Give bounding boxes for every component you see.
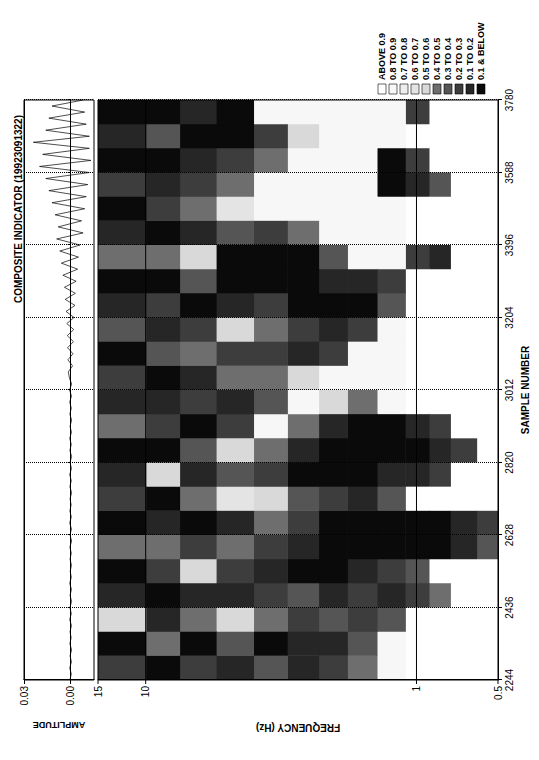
svg-text:AMPLITUDE: AMPLITUDE	[33, 720, 86, 730]
svg-text:0.03: 0.03	[19, 686, 30, 706]
svg-text:0.00: 0.00	[65, 686, 76, 706]
svg-text:0.1 & BELOW: 0.1 & BELOW	[476, 22, 486, 80]
svg-text:3396: 3396	[504, 233, 515, 256]
svg-text:2820: 2820	[504, 451, 515, 474]
svg-text:SAMPLE NUMBER: SAMPLE NUMBER	[520, 345, 531, 434]
svg-text:3012: 3012	[504, 378, 515, 401]
svg-text:15: 15	[93, 686, 104, 698]
svg-text:0.6 TO 0.7: 0.6 TO 0.7	[410, 38, 420, 80]
svg-text:0.5 TO 0.6: 0.5 TO 0.6	[421, 38, 431, 80]
svg-text:0.4 TO 0.5: 0.4 TO 0.5	[432, 38, 442, 80]
svg-text:0.8 TO 0.9: 0.8 TO 0.9	[388, 38, 398, 80]
svg-text:2244: 2244	[504, 668, 515, 691]
svg-text:1: 1	[411, 686, 422, 692]
svg-text:FREQUENCY (Hz): FREQUENCY (Hz)	[256, 722, 340, 733]
svg-text:COMPOSITE INDICATOR (199230913: COMPOSITE INDICATOR (19923091322)	[13, 115, 24, 303]
svg-text:2436: 2436	[504, 596, 515, 619]
svg-text:0.7 TO 0.8: 0.7 TO 0.8	[399, 38, 409, 80]
svg-text:2628: 2628	[504, 523, 515, 546]
svg-text:3204: 3204	[504, 306, 515, 329]
svg-text:3780: 3780	[504, 88, 515, 111]
svg-text:10: 10	[140, 686, 151, 698]
svg-text:0.3 TO 0.4: 0.3 TO 0.4	[443, 38, 453, 80]
svg-text:0.5: 0.5	[493, 686, 504, 700]
svg-text:ABOVE 0.9: ABOVE 0.9	[377, 33, 387, 80]
svg-text:0.2 TO 0.3: 0.2 TO 0.3	[454, 38, 464, 80]
svg-text:3588: 3588	[504, 161, 515, 184]
svg-text:0.1 TO 0.2: 0.1 TO 0.2	[465, 38, 475, 80]
